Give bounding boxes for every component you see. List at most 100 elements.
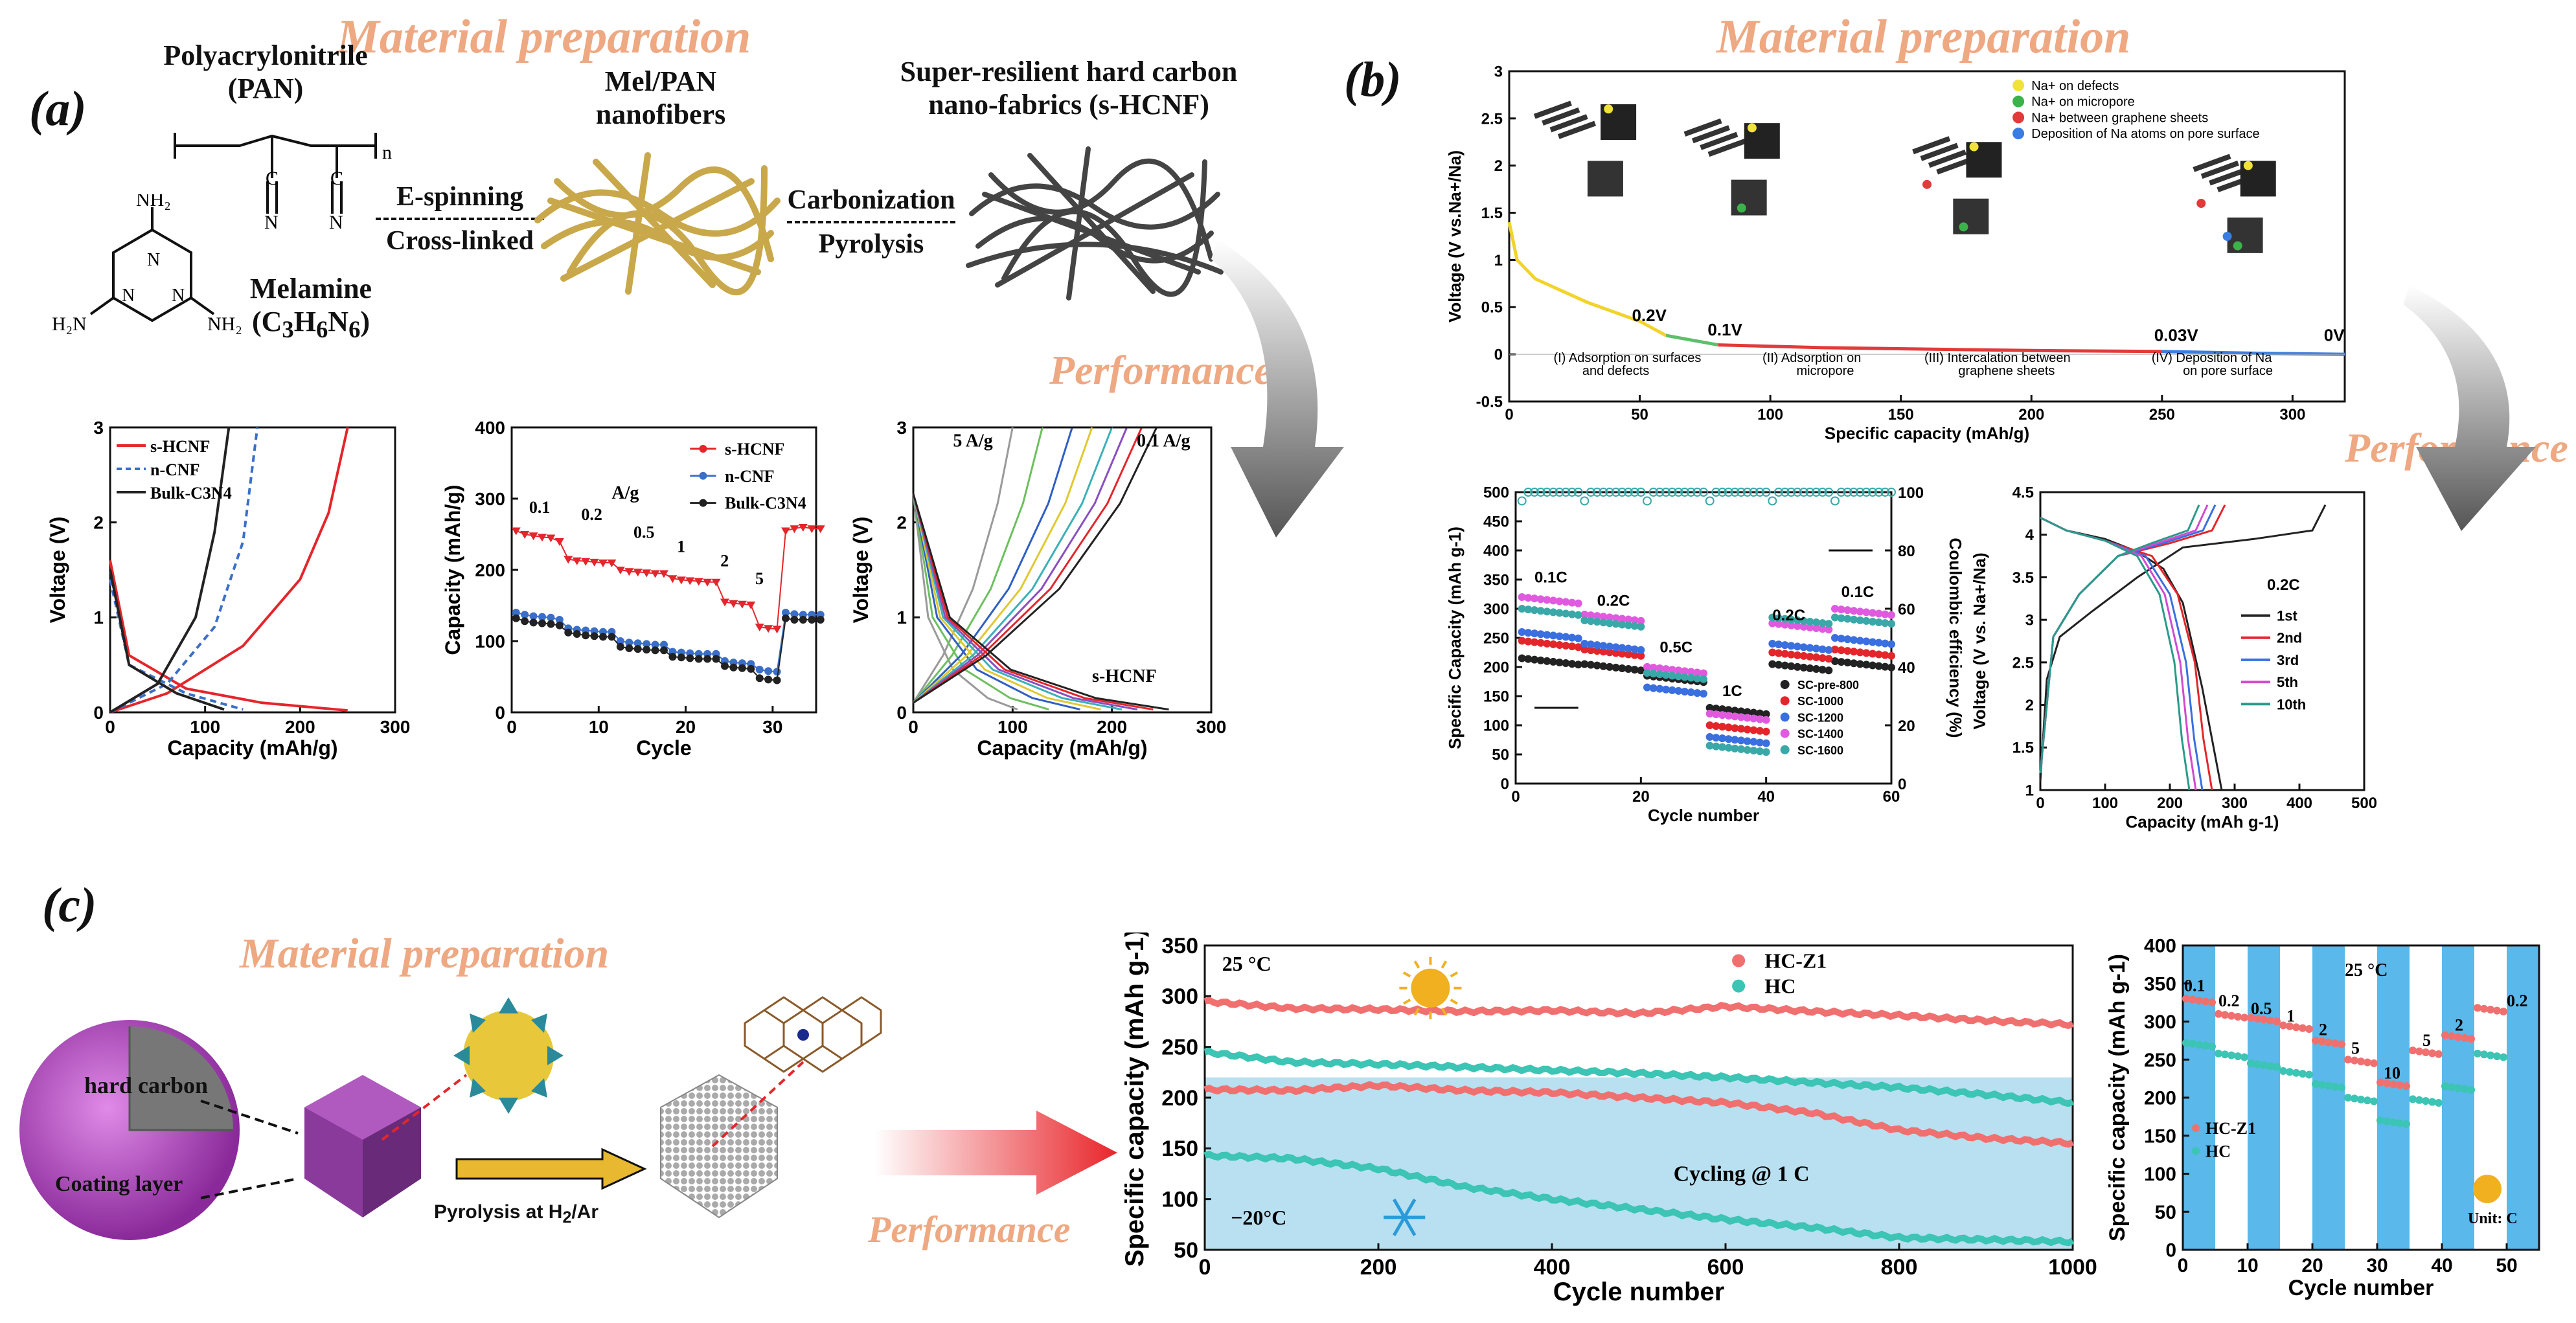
discharge-curve [912, 493, 1102, 711]
pan-structure: C C N N n [174, 133, 392, 230]
ce-point [1580, 496, 1590, 506]
data-point-HC-Z1 [2467, 1035, 2475, 1043]
carbon-block [1587, 161, 1623, 197]
data-point-HC-Z1 [2500, 1007, 2507, 1015]
charge-curve [912, 427, 1043, 704]
y-tick-label: 250 [1161, 1035, 1198, 1060]
data-point-HC-Z1 [2338, 1040, 2345, 1048]
x-tick-label: 20 [676, 717, 696, 737]
sun-ray [1441, 1007, 1448, 1016]
data-point-SC-1400 [1700, 669, 1707, 677]
data-point-HC [2318, 1081, 2326, 1089]
svg-text:N: N [122, 286, 135, 306]
stage-label: and defects [1582, 364, 1649, 378]
carbon-block [1953, 198, 1989, 234]
x-axis-label: Cycle number [1553, 1278, 1725, 1306]
data-point-SC-1200 [1806, 644, 1814, 652]
data-point-SC-pre-800 [1543, 657, 1551, 665]
data-point-SC-pre-800 [1724, 706, 1733, 714]
ce-point [1567, 488, 1577, 497]
data-point-SC-1600 [1825, 620, 1833, 628]
x-tick-label: 100 [2092, 795, 2118, 812]
y-tick-label: 300 [1161, 984, 1198, 1009]
graphene-stack-illustration [1683, 118, 1780, 216]
legend-label: 5th [2277, 674, 2298, 690]
rate-label: 0.2 [2218, 991, 2240, 1010]
data-point-HC [2487, 1051, 2494, 1059]
legend-swatch [1780, 712, 1790, 722]
data-point-HC [2286, 1068, 2294, 1076]
na-ion [1604, 104, 1613, 114]
rate-band [2442, 945, 2474, 1250]
series-line-Bulk-C3N4 [516, 617, 821, 681]
data-point-HC [2377, 1116, 2384, 1125]
ce-point [1730, 488, 1740, 497]
sun-ray [1413, 1007, 1420, 1016]
y-tick-label: 100 [1161, 1188, 1198, 1212]
profile-stage-3 [1718, 343, 2162, 354]
x-tick-label: 20 [2301, 1255, 2323, 1276]
na-ion [2196, 199, 2206, 208]
data-point-SC-1600 [1668, 672, 1676, 680]
data-point-SC-1400 [1831, 605, 1839, 613]
snowflake-icon [1403, 1216, 1417, 1236]
data-point-HC [2299, 1070, 2307, 1078]
na-ion [1737, 203, 1746, 213]
data-point-SC-1200 [1887, 640, 1895, 648]
voltage-mark: 0.1V [1707, 320, 1742, 339]
data-point-SC-1600 [1555, 609, 1564, 617]
data-point-SC-1400 [1862, 608, 1871, 616]
data-point-HC [2228, 1051, 2235, 1059]
annotation: 25 °C [2345, 960, 2388, 980]
x-tick-label: 40 [2431, 1255, 2452, 1276]
chart-b2-rate-performance: 0 20 40 60050100150200250300350400450500Cyc… [1445, 484, 1965, 825]
data-point-SC-1600 [1543, 607, 1551, 616]
data-point-HC-Z1 [2305, 1025, 2313, 1034]
data-point-SC-1200 [1587, 640, 1595, 649]
rate-band [2507, 945, 2539, 1250]
y-tick-label: 2.5 [1481, 110, 1503, 128]
data-point-HC-Z1 [2357, 1057, 2365, 1066]
data-point-HC [2461, 1085, 2468, 1093]
data-point-SC-1400 [1555, 597, 1564, 605]
data-point-SC-1000 [1756, 727, 1764, 735]
data-point-SC-pre-800 [1731, 707, 1739, 715]
data-point-SC-1200 [1674, 686, 1683, 695]
data-point-SC-pre-800 [1869, 661, 1876, 670]
data-point-SC-1000 [1637, 651, 1645, 660]
ce-point [1555, 488, 1564, 497]
legend-label: SC-1400 [1797, 728, 1843, 741]
data-point-SC-1000 [1812, 653, 1820, 662]
data-point-SC-1600 [1599, 618, 1608, 627]
ce-point [1818, 488, 1827, 497]
ce-point [1517, 496, 1527, 506]
data-point-HC-Z1 [2428, 1049, 2436, 1057]
data-point-SC-1400 [1718, 711, 1726, 719]
series-line-HC-Z1 (−20°C) [1203, 1081, 2075, 1148]
annotation: −20°C [1231, 1206, 1286, 1229]
data-point-SC-1200 [1568, 633, 1576, 642]
ce-point [1523, 488, 1533, 497]
data-point-SC-1600 [1887, 620, 1895, 628]
data-point-SC-1600 [1831, 613, 1839, 622]
data-point-SC-1400 [1562, 598, 1570, 606]
annotation: 0.1 A/g [1137, 431, 1190, 451]
data-point-SC-pre-800 [1536, 656, 1545, 664]
graphene-stack-illustration [1912, 136, 2002, 234]
legend-label: Na+ on micropore [2031, 95, 2135, 109]
data-point-SC-1400 [1775, 620, 1783, 628]
x-tick-label: 400 [1534, 1255, 1571, 1280]
plot-frame [1508, 70, 2346, 403]
data-point-SC-1600 [1731, 744, 1739, 752]
profile-stage-4 [2161, 350, 2345, 356]
stage-label: (I) Adsorption on surfaces [1554, 351, 1702, 365]
ce-point [1599, 488, 1608, 497]
discharge-curve [912, 493, 1018, 711]
y-tick-label: 50 [1492, 746, 1509, 763]
data-point-HC [2253, 1060, 2261, 1069]
data-point-SC-pre-800 [1825, 666, 1833, 675]
legend-swatch [1780, 696, 1790, 706]
y-tick-label: 1 [2025, 782, 2034, 799]
x-tick-label: 600 [1707, 1255, 1744, 1280]
y-tick-label: 1 [1494, 252, 1503, 269]
